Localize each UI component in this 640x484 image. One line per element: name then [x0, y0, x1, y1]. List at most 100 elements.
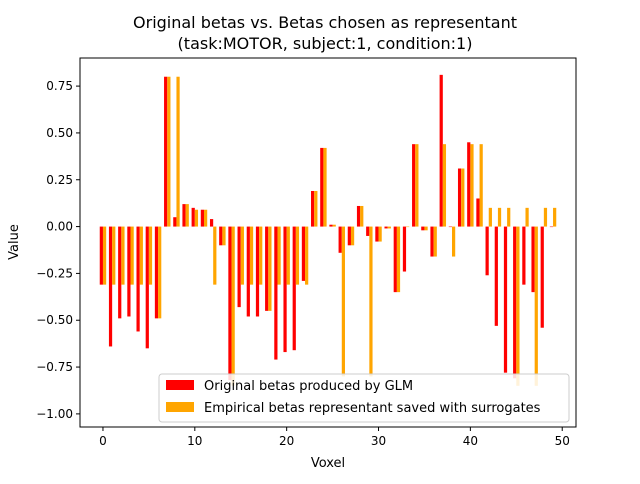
bar-empirical-voxel-35: [424, 226, 428, 231]
legend-label-empirical: Empirical betas representant saved with …: [204, 401, 541, 416]
legend-swatch-empirical: [166, 402, 194, 412]
bar-original-voxel-31: [384, 226, 388, 229]
x-tick-label: 40: [463, 434, 478, 448]
bar-original-voxel-48: [540, 226, 544, 328]
bar-original-voxel-34: [412, 144, 416, 227]
bar-empirical-voxel-1: [112, 226, 116, 285]
bar-original-voxel-29: [366, 226, 370, 236]
bar-empirical-voxel-43: [497, 207, 502, 227]
bar-original-voxel-41: [476, 198, 480, 227]
bar-empirical-voxel-41: [479, 144, 483, 227]
y-axis-label: Value: [7, 224, 22, 260]
bar-empirical-voxel-16: [249, 226, 254, 285]
bar-empirical-voxel-5: [148, 226, 153, 285]
plot-area: 0 10 20 30 40 50 −1.00 −0.75 −0.50 −0.25 0.00 0.25 0…: [36, 57, 577, 448]
bar-original-voxel-27: [347, 226, 351, 246]
bar-empirical-voxel-40: [470, 144, 474, 227]
bar-original-voxel-25: [329, 224, 333, 227]
bar-original-voxel-8: [173, 217, 177, 227]
bar-original-voxel-32: [393, 226, 397, 293]
bar-original-voxel-22: [301, 226, 306, 281]
legend-box: [158, 373, 570, 423]
bar-empirical-voxel-36: [433, 226, 437, 257]
y-tick-label: −0.75: [36, 360, 73, 374]
bar-empirical-voxel-13: [222, 226, 226, 246]
bar-empirical-voxel-34: [415, 144, 419, 227]
bar-original-voxel-49: [549, 226, 554, 228]
bar-empirical-voxel-20: [286, 226, 290, 285]
bar-empirical-voxel-42: [488, 207, 492, 227]
x-tick-label: 30: [371, 434, 386, 448]
bar-empirical-voxel-7: [167, 76, 171, 227]
x-tick-label: 0: [99, 434, 107, 448]
y-tick-label: 0.25: [46, 173, 73, 187]
bar-original-voxel-16: [246, 226, 250, 317]
bar-empirical-voxel-25: [332, 224, 336, 227]
y-tick-label: 0.75: [46, 79, 73, 93]
bar-empirical-voxel-17: [259, 226, 263, 285]
bar-empirical-voxel-37: [442, 144, 447, 227]
bar-empirical-voxel-10: [194, 209, 199, 227]
bar-original-voxel-0: [99, 226, 103, 285]
bar-empirical-voxel-0: [102, 226, 107, 285]
bar-original-voxel-26: [338, 226, 342, 253]
bar-empirical-voxel-15: [240, 226, 244, 285]
y-tick-label: −0.25: [36, 266, 73, 280]
y-tick-label: −0.50: [36, 313, 73, 327]
bar-empirical-voxel-38: [452, 226, 456, 257]
bar-original-voxel-46: [522, 226, 526, 285]
bar-original-voxel-2: [118, 226, 122, 319]
bar-original-voxel-28: [356, 205, 361, 227]
bar-empirical-voxel-23: [314, 190, 318, 227]
bar-empirical-voxel-21: [295, 226, 300, 285]
chart-subtitle: (task:MOTOR, subject:1, condition:1): [178, 34, 473, 53]
bar-original-voxel-14: [228, 226, 232, 381]
bar-original-voxel-33: [402, 226, 407, 272]
bar-original-voxel-37: [439, 74, 443, 227]
x-tick-label: 10: [187, 434, 202, 448]
bar-empirical-voxel-6: [158, 226, 162, 319]
bar-original-voxel-9: [182, 204, 186, 227]
x-axis-label: Voxel: [311, 456, 345, 471]
bar-original-voxel-15: [237, 226, 241, 308]
bar-original-voxel-43: [494, 226, 498, 326]
bar-original-voxel-39: [457, 168, 462, 227]
bar-original-voxel-13: [219, 226, 223, 246]
bar-original-voxel-6: [154, 226, 159, 319]
y-tick-label: −1.00: [36, 407, 73, 421]
legend: Original betas produced by GLM Empirical…: [158, 373, 570, 423]
bar-empirical-voxel-29: [369, 226, 373, 377]
bar-empirical-voxel-11: [204, 209, 208, 227]
bar-empirical-voxel-24: [323, 147, 327, 227]
bar-original-voxel-23: [311, 190, 315, 227]
bar-empirical-voxel-3: [130, 226, 134, 285]
bar-original-voxel-35: [421, 226, 425, 231]
bar-empirical-voxel-45: [516, 226, 520, 386]
bar-original-voxel-36: [430, 226, 434, 257]
bar-original-voxel-45: [513, 226, 517, 379]
bar-original-voxel-40: [467, 142, 471, 227]
bar-empirical-voxel-32: [396, 226, 401, 293]
bar-empirical-voxel-49: [553, 207, 557, 227]
bar-original-voxel-21: [292, 226, 296, 351]
bar-original-voxel-18: [265, 226, 269, 311]
bar-empirical-voxel-4: [139, 226, 143, 285]
bar-original-voxel-38: [448, 226, 452, 228]
bar-original-voxel-10: [191, 207, 195, 227]
y-tick-label: 0.50: [46, 126, 73, 140]
bar-empirical-voxel-31: [387, 226, 391, 229]
bar-original-voxel-3: [127, 226, 131, 317]
bar-original-voxel-44: [503, 226, 508, 373]
bar-empirical-voxel-47: [534, 226, 538, 386]
bar-empirical-voxel-18: [268, 226, 272, 311]
bar-empirical-voxel-26: [341, 226, 345, 377]
bar-empirical-voxel-27: [350, 226, 355, 246]
bar-original-voxel-17: [255, 226, 260, 317]
bar-empirical-voxel-44: [507, 207, 511, 227]
bar-original-voxel-47: [531, 226, 535, 293]
bar-empirical-voxel-46: [525, 207, 529, 227]
bar-empirical-voxel-2: [121, 226, 125, 285]
bar-empirical-voxel-33: [406, 226, 410, 228]
axes-frame: [79, 57, 577, 428]
